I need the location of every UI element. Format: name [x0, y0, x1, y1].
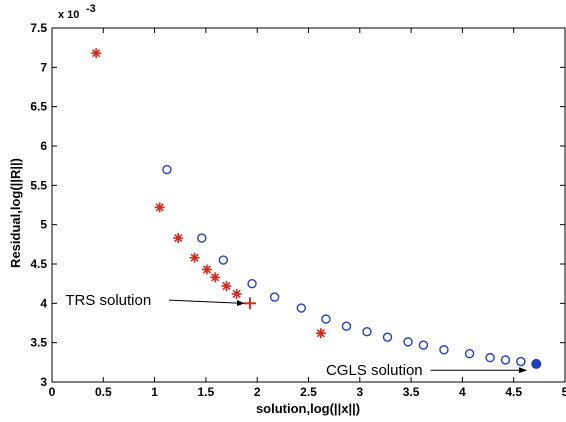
x-tick-label: 0.5 — [95, 385, 112, 399]
circle-point — [500, 355, 511, 365]
x-tick-label: 2.5 — [300, 385, 317, 399]
circle-point — [418, 340, 429, 350]
circle-point — [485, 352, 495, 363]
asterisk-point — [201, 264, 212, 275]
y-tick-label: 3 — [40, 375, 47, 389]
x-tick-label: 0 — [49, 385, 56, 399]
x-tick-label: 1 — [151, 385, 158, 399]
annotation-label: CGLS solution — [326, 362, 423, 379]
y-axis-ticks: 3 3.5 4 4.5 5 5.5 6 6.5 7 7.5 — [30, 21, 565, 389]
y-tick-label: 3.5 — [30, 336, 47, 350]
plot-area-border — [51, 27, 566, 383]
annotation-label: TRS solution — [65, 292, 151, 309]
annotation-arrow — [168, 299, 245, 307]
y-tick-label: 7 — [40, 60, 47, 74]
circle-point — [362, 326, 372, 337]
asterisk-point — [189, 252, 200, 263]
asterisk-point — [154, 202, 165, 213]
x-tick-label: 3 — [356, 385, 363, 399]
x-tick-label: 4 — [459, 385, 466, 399]
y-tick-label: 4.5 — [30, 257, 47, 271]
y-tick-label: 5 — [40, 218, 47, 232]
plot-frame — [51, 27, 566, 383]
circle-point — [162, 164, 172, 175]
y-tick-label: 7.5 — [30, 21, 47, 35]
asterisk-point — [221, 281, 232, 292]
y-axis-exponent-base: x 10 — [58, 9, 79, 21]
asterisk-point — [173, 233, 184, 244]
y-axis-label: Residual,log(||R||) — [8, 158, 23, 268]
trs-solution-point — [244, 297, 257, 310]
circle-point — [218, 255, 229, 265]
x-tick-label: 5 — [562, 385, 566, 399]
x-tick-label: 3.5 — [403, 385, 420, 399]
circle-point — [439, 345, 449, 355]
circle-point — [464, 348, 475, 359]
data-marks — [91, 48, 542, 369]
circle-point — [247, 278, 257, 289]
annotations: TRS solution CGLS solution — [65, 292, 528, 379]
x-tick-label: 4.5 — [505, 385, 522, 399]
circle-point — [296, 303, 307, 313]
circle-point — [321, 314, 331, 324]
cgls-solution-point — [531, 358, 542, 369]
circle-point — [197, 233, 207, 243]
x-axis-label: solution,log(||x||) — [256, 401, 360, 416]
y-axis-exponent-power: -3 — [86, 3, 96, 15]
x-axis-ticks: 0 0.5 1 1.5 2 2.5 3 3.5 4 4.5 5 — [49, 28, 566, 399]
asterisk-point — [231, 288, 242, 299]
circle-point — [341, 321, 352, 331]
x-tick-label: 2 — [254, 385, 261, 399]
circle-point — [516, 356, 526, 367]
circle-point — [403, 337, 413, 347]
asterisk-point — [315, 328, 326, 339]
circle-point — [382, 332, 393, 342]
x-tick-label: 1.5 — [198, 385, 215, 399]
y-tick-label: 5.5 — [30, 178, 47, 192]
asterisk-point — [91, 48, 102, 59]
y-tick-label: 6.5 — [30, 100, 47, 114]
asterisk-point — [210, 272, 221, 283]
circle-point — [269, 292, 280, 302]
y-tick-label: 6 — [40, 139, 47, 153]
y-tick-label: 4 — [40, 296, 47, 310]
